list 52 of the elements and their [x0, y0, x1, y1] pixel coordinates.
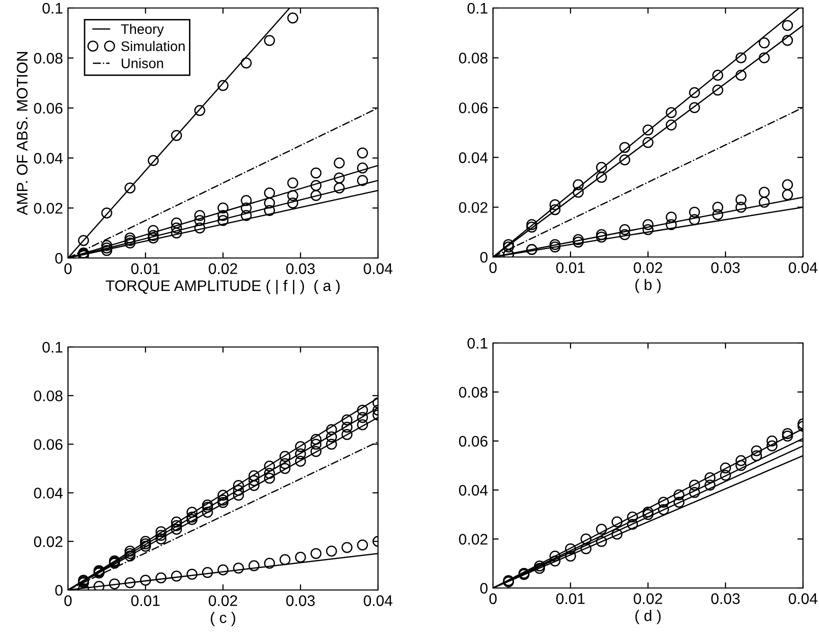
y-tick-label: 0 — [55, 584, 63, 596]
x-tick-label: 0 — [64, 595, 72, 606]
y-tick-label: 0.02 — [459, 202, 488, 213]
x-tick-label: 0.03 — [711, 262, 740, 274]
y-tick-label: 0 — [480, 252, 488, 263]
y-tick-label: 0.06 — [34, 102, 62, 114]
x-axis-title: ( b ) — [635, 278, 661, 294]
y-tick-label: 0.08 — [34, 52, 62, 64]
x-tick-label: 0.03 — [711, 593, 740, 604]
legend-label: Simulation — [121, 40, 185, 52]
y-tick-label: 0.08 — [34, 390, 62, 402]
y-tick-label: 0.04 — [34, 152, 63, 164]
x-tick-label: 0.03 — [286, 263, 315, 274]
x-tick-label: 0.01 — [131, 263, 160, 274]
y-tick-label: 0 — [480, 582, 488, 594]
x-tick-label: 0.01 — [556, 262, 585, 274]
y-tick-label: 0.1 — [42, 2, 62, 14]
x-tick-label: 0.02 — [634, 262, 662, 274]
y-tick-label: 0.02 — [34, 202, 62, 214]
y-tick-label: 0.1 — [42, 342, 62, 353]
y-tick-label: 0.06 — [459, 102, 488, 114]
y-tick-label: 0.06 — [459, 436, 488, 447]
x-tick-label: 0.01 — [556, 593, 585, 604]
legend-label: Unison — [122, 58, 164, 68]
x-axis-title: TORQUE AMPLITUDE ( | f | ) ( a ) — [106, 280, 340, 294]
y-tick-label: 0.04 — [34, 488, 63, 498]
y-tick-label: 0.02 — [34, 536, 62, 548]
y-tick-label: 0.02 — [459, 534, 488, 545]
x-tick-label: 0.02 — [208, 595, 238, 606]
x-tick-label: 0.04 — [788, 593, 818, 604]
x-tick-label: 0.04 — [788, 262, 818, 274]
y-tick-label: 0.1 — [468, 2, 488, 14]
x-axis-title: ( d ) — [635, 610, 661, 624]
y-tick-label: 0.04 — [459, 484, 488, 496]
y-tick-label: 0.08 — [459, 52, 488, 64]
y-tick-label: 0 — [55, 252, 63, 264]
x-tick-label: 0.04 — [364, 595, 392, 606]
legend-label: Theory — [120, 24, 164, 37]
y-axis-title: AMP. OF ABS. MOTION — [16, 52, 28, 216]
x-tick-label: 0 — [489, 262, 497, 274]
x-tick-label: 0.04 — [364, 263, 392, 274]
x-tick-label: 0.03 — [286, 595, 315, 606]
x-tick-label: 0.02 — [634, 593, 662, 604]
y-tick-label: 0.04 — [459, 152, 488, 164]
x-axis-title: ( c ) — [210, 612, 236, 626]
y-tick-label: 0.06 — [34, 439, 62, 450]
x-tick-label: 0 — [489, 593, 497, 604]
y-tick-label: 0.1 — [468, 338, 488, 349]
x-tick-label: 0.01 — [131, 595, 160, 606]
x-tick-label: 0 — [64, 263, 72, 274]
x-tick-label: 0.02 — [208, 263, 238, 274]
y-tick-label: 0.08 — [459, 386, 488, 398]
